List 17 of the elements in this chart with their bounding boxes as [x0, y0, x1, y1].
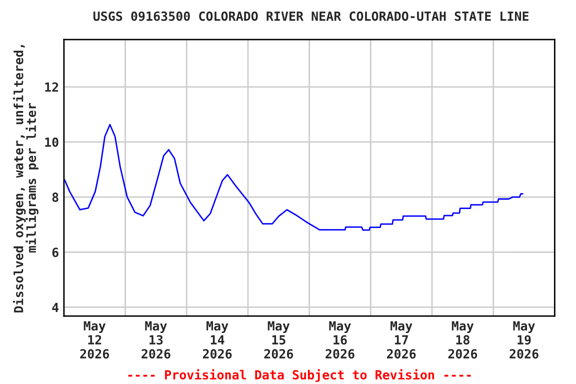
y-tick-label: 12 — [45, 82, 58, 92]
y-tick-label: 4 — [52, 302, 59, 312]
y-tick-label: 6 — [52, 248, 58, 258]
x-tick-label: May 14 2026 — [202, 321, 232, 359]
x-tick-label: May 12 2026 — [80, 321, 109, 359]
text: ---- Provisional Data Subject to Revision ---- — [128, 369, 471, 382]
x-tick-label: May 19 2026 — [510, 321, 538, 359]
line-series — [64, 124, 524, 231]
y-tick-label: 10 — [45, 137, 58, 147]
y-tick-label: 8 — [52, 192, 58, 202]
x-tick-label: May 17 2026 — [386, 321, 416, 359]
chart-title: USGS 09163500 COLORADO RIVER NEAR COLORADO-UTAH STATE LINE — [93, 11, 528, 21]
x-tick-label: May 15 2026 — [264, 321, 294, 359]
y-axis-title: Dissolved oxygen, water, unfiltered, milligrams per liter — [12, 45, 38, 312]
x-tick-label: May 18 2026 — [448, 321, 478, 359]
x-tick-label: May 16 2026 — [326, 321, 354, 359]
x-tick-label: May 13 2026 — [142, 321, 170, 359]
